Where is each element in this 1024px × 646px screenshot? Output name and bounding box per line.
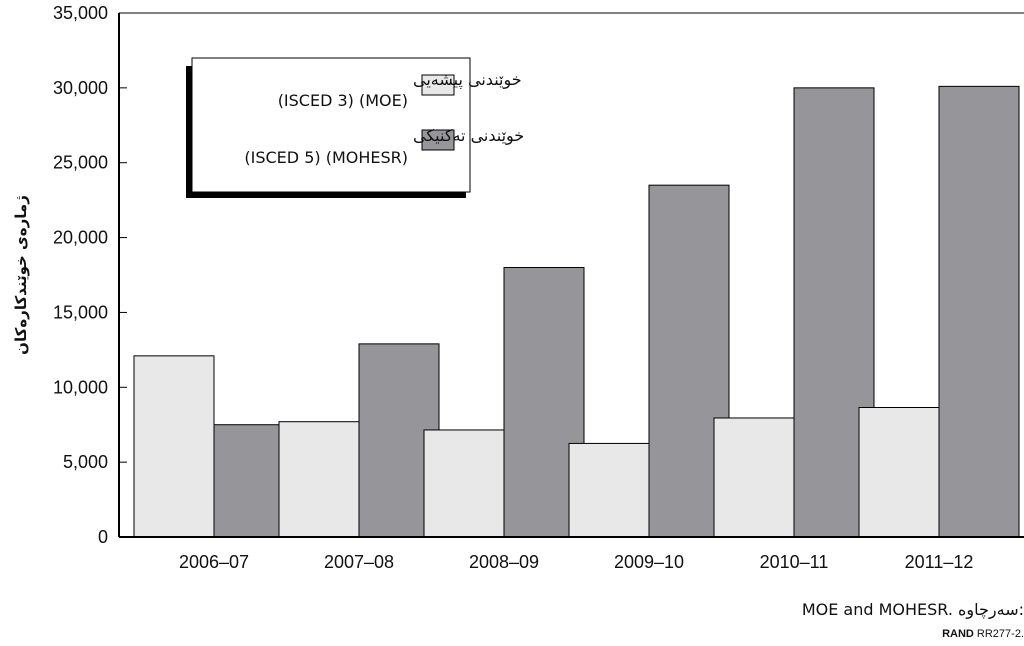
bars-layer <box>133 85 1020 538</box>
x-ticks: 2006–07 2007–08 2008–09 2009–10 2010–11 2011–… <box>179 552 973 572</box>
y-ticks: 0 5,000 10,000 15,000 20,000 25,000 30,000 35,0… <box>53 3 127 547</box>
y-axis-title: ژمارەی خوێندکارەکان <box>12 195 30 355</box>
axes-layer <box>118 12 1024 538</box>
x-tick-label: 2009–10 <box>614 552 684 572</box>
bar-vocational-4 <box>713 417 795 538</box>
bar-vocational-0 <box>133 355 215 538</box>
y-tick-label: 35,000 <box>53 3 108 23</box>
bar-vocational-2 <box>423 429 505 538</box>
figure-id-text: RAND RR277-2. <box>942 628 1024 640</box>
x-tick-label: 2011–12 <box>905 552 974 572</box>
source-note: MOE and MOHESR. سەرچاوە: <box>802 600 1024 620</box>
y-tick-label: 0 <box>98 527 108 547</box>
y-tick-label: 20,000 <box>53 228 108 248</box>
bar-vocational-5 <box>858 406 940 538</box>
x-tick-label: 2010–11 <box>760 552 829 572</box>
legend: خوێندنی پیشەیی (ISCED 3) (MOE) خوێندنی ت… <box>186 57 524 198</box>
bar-vocational-1 <box>278 421 360 538</box>
y-tick-label: 10,000 <box>53 377 108 397</box>
figure-id: RAND RR277-2. <box>942 628 1024 640</box>
legend-sublabel-vocational: (ISCED 3) (MOE) <box>278 91 408 110</box>
legend-sublabel-technical: (ISCED 5) (MOHESR) <box>244 148 408 167</box>
x-tick-label: 2007–08 <box>324 552 394 572</box>
legend-label-vocational: خوێندنی پیشەیی <box>413 70 522 90</box>
x-tick-label: 2008–09 <box>469 552 539 572</box>
legend-swatch-vocational <box>421 74 455 96</box>
y-tick-label: 25,000 <box>53 153 108 173</box>
bar-technical-5 <box>938 85 1020 538</box>
x-tick-label: 2006–07 <box>179 552 249 572</box>
y-tick-label: 5,000 <box>63 452 108 472</box>
legend-label-technical: خوێندنی تەکنیکی <box>413 126 524 146</box>
y-tick-label: 30,000 <box>53 78 108 98</box>
y-tick-label: 15,000 <box>53 302 108 322</box>
legend-swatch-technical <box>421 129 455 151</box>
bar-vocational-3 <box>568 442 650 538</box>
source-text: MOE and MOHESR. سەرچاوە: <box>802 600 1024 620</box>
